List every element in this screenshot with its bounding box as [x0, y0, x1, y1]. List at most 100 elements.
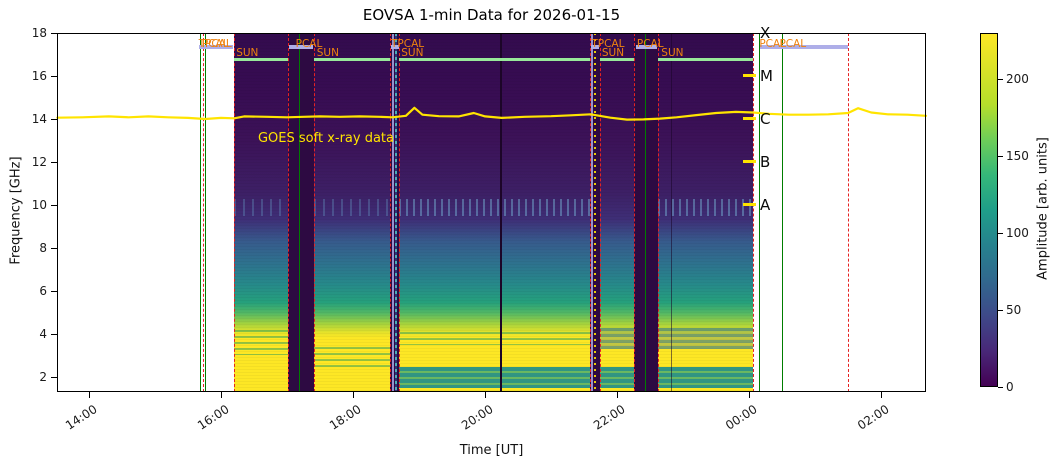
- vertical-column-col-teal: [394, 33, 397, 392]
- y-tick-label: 18: [31, 26, 47, 40]
- cal-label-tpcal: TPCAL: [198, 38, 232, 50]
- cal-label-pcal: PCAL: [636, 38, 664, 50]
- sun-scan-bar: [658, 57, 754, 61]
- pcal-scan-bar: [199, 44, 233, 49]
- vertical-column-col-lavender: [391, 33, 394, 392]
- y-tick-mark: [51, 75, 57, 77]
- y-tick-mark: [51, 333, 57, 335]
- colorbar-tick-label: 50: [1006, 303, 1022, 318]
- y-tick-mark: [51, 161, 57, 163]
- x-tick-mark: [89, 392, 90, 398]
- green-cal-line: [782, 33, 784, 392]
- colorbar-tick-label: 100: [1006, 226, 1029, 241]
- colorbar-tick-label: 0: [1006, 380, 1014, 394]
- red-cal-line: [848, 33, 850, 392]
- pcal-scan-bar: [289, 44, 314, 49]
- y-tick-mark: [51, 247, 57, 249]
- sun-scan-bar: [234, 57, 289, 61]
- flare-class-letter-b: B: [760, 152, 771, 171]
- colorbar-tick-mark: [998, 387, 1003, 388]
- cal-label-pcal: PCAL: [759, 38, 787, 50]
- x-tick-label: 18:00: [327, 402, 364, 433]
- red-cal-line: [398, 33, 400, 392]
- colorbar: [980, 33, 998, 387]
- colorbar-tick-label: 200: [1006, 72, 1029, 87]
- flare-class-tick: [743, 74, 756, 78]
- flare-class-letter-x: X: [760, 24, 771, 42]
- pcal-scan-bar: [636, 44, 658, 49]
- red-cal-line: [288, 33, 290, 392]
- sun-data-block: [600, 33, 635, 392]
- heatmap-band-speckle2: [234, 198, 289, 216]
- calibration-gap: [634, 33, 659, 392]
- x-tick-mark: [353, 392, 355, 398]
- x-tick-label: 14:00: [62, 402, 100, 433]
- colorbar-tick-mark: [998, 156, 1003, 158]
- sun-label: SUN: [601, 46, 625, 59]
- red-cal-line: [600, 33, 602, 392]
- red-cal-line: [202, 33, 204, 392]
- pcal-scan-bar: [759, 44, 849, 49]
- y-tick-mark: [51, 118, 57, 120]
- y-tick-label: 16: [31, 68, 47, 83]
- sun-scan-bar: [398, 57, 591, 61]
- y-tick-label: 14: [31, 111, 47, 126]
- sun-scan-bar: [314, 57, 390, 61]
- y-tick-label: 6: [39, 283, 47, 298]
- heatmap-band-teal: [398, 367, 591, 388]
- heatmap-band-speckle2: [314, 198, 390, 216]
- cal-label-pcal: PCAL: [779, 38, 807, 50]
- x-tick-mark: [617, 392, 619, 398]
- heatmap-band-darkteal: [600, 327, 635, 349]
- goes-line-label: GOES soft x-ray data: [257, 130, 394, 146]
- flare-class-tick: [743, 203, 756, 207]
- colorbar-tick-mark: [998, 79, 1003, 81]
- green-cal-line: [759, 33, 761, 392]
- heatmap-band-teal: [600, 367, 635, 388]
- heatmap-band-teal: [658, 367, 754, 388]
- y-tick-label: 10: [31, 197, 47, 212]
- y-tick-mark: [51, 376, 57, 378]
- colorbar-tick-mark: [998, 310, 1003, 312]
- y-tick-mark: [51, 33, 57, 34]
- green-cal-line: [204, 33, 206, 392]
- y-tick-label: 8: [39, 240, 47, 255]
- colorbar-tick-label: 150: [1006, 149, 1029, 164]
- sun-label: SUN: [236, 46, 259, 59]
- sun-label: SUN: [316, 46, 339, 59]
- cal-label-tpcal: TPCAL: [391, 38, 425, 50]
- sun-data-block: [398, 33, 591, 392]
- flare-class-letter-m: M: [760, 66, 773, 85]
- sun-label: SUN: [661, 46, 684, 59]
- cal-label-tpcal: TPCAL: [591, 38, 625, 50]
- vertical-column-col-dark: [500, 33, 503, 392]
- flare-class-tick: [743, 117, 756, 121]
- x-tick-label: 22:00: [591, 402, 628, 433]
- heatmap-band-streaks: [314, 346, 390, 369]
- cal-label-pcal: PCAL: [201, 38, 229, 50]
- heatmap-band-streaks: [234, 329, 289, 356]
- red-cal-line: [590, 33, 592, 392]
- sun-data-block: [314, 33, 390, 392]
- vertical-column-col-lavender: [590, 33, 593, 392]
- flare-class-letter-c: C: [760, 109, 771, 128]
- x-tick-label: 00:00: [723, 402, 760, 433]
- x-axis-label: Time [UT]: [459, 443, 524, 458]
- heatmap-band-streaks: [398, 331, 591, 345]
- pcal-scan-bar: [391, 44, 399, 49]
- flare-class-letter-a: A: [760, 195, 771, 214]
- green-cal-line: [299, 33, 301, 392]
- flare-class-tick: [743, 160, 756, 164]
- x-tick-label: 02:00: [855, 402, 892, 433]
- red-cal-line: [753, 33, 755, 392]
- heatmap-band-speckle: [398, 198, 591, 216]
- y-tick-label: 2: [39, 369, 47, 384]
- cal-label-pcal: PCAL: [295, 38, 323, 50]
- pcal-scan-bar: [590, 44, 600, 49]
- sun-data-block: [234, 33, 289, 392]
- sun-label: SUN: [401, 46, 424, 59]
- y-tick-label: 4: [39, 326, 47, 341]
- heatmap-band-darkteal: [658, 327, 754, 349]
- vertical-column-col-dark-faint: [670, 33, 672, 392]
